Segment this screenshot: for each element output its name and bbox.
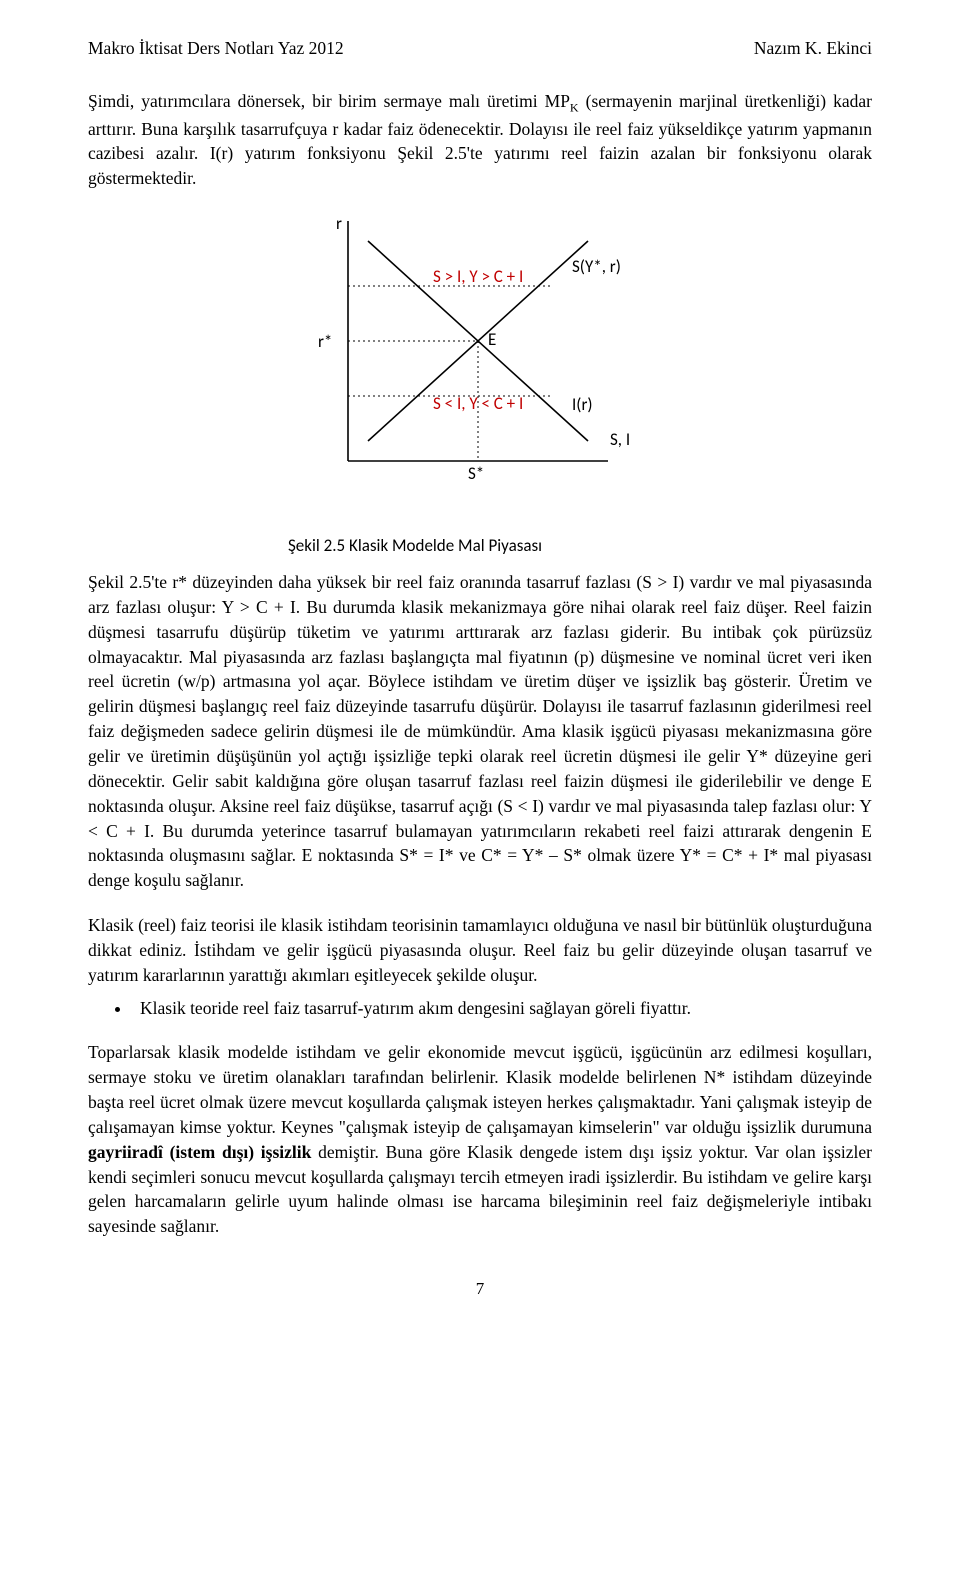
bullet-list: Klasik teoride reel faiz tasarruf-yatırı… [132, 996, 872, 1021]
paragraph-2: Şekil 2.5'te r* düzeyinden daha yüksek b… [88, 570, 872, 893]
header-left: Makro İktisat Ders Notları Yaz 2012 [88, 38, 344, 59]
page-number: 7 [88, 1279, 872, 1299]
paragraph-1: Şimdi, yatırımcılara dönersek, bir birim… [88, 89, 872, 191]
fig-label-SI: S, I [610, 429, 630, 450]
p4-bold: gayriiradî (istem dışı) işsizlik [88, 1142, 311, 1162]
fig-label-E: E [488, 329, 496, 350]
header-right: Nazım K. Ekinci [754, 38, 872, 59]
fig-label-top-ineq: S > I, Y > C + I [433, 266, 523, 287]
page-header: Makro İktisat Ders Notları Yaz 2012 Nazı… [88, 38, 872, 59]
figure-2-5: r r* E S* S, I S(Y*, r) I(r) S > I, Y > … [288, 211, 688, 531]
p1-sub: K [570, 101, 579, 115]
bullet-1: Klasik teoride reel faiz tasarruf-yatırı… [132, 996, 872, 1021]
figure-svg [288, 211, 688, 501]
fig-label-r: r [336, 213, 342, 234]
fig-label-Icurve: I(r) [572, 394, 593, 415]
page: Makro İktisat Ders Notları Yaz 2012 Nazı… [0, 0, 960, 1349]
fig-label-Sstar: S* [468, 463, 484, 484]
paragraph-4: Toparlarsak klasik modelde istihdam ve g… [88, 1040, 872, 1239]
paragraph-3: Klasik (reel) faiz teorisi ile klasik is… [88, 913, 872, 988]
p1-a: Şimdi, yatırımcılara dönersek, bir birim… [88, 91, 570, 111]
figure-container: r r* E S* S, I S(Y*, r) I(r) S > I, Y > … [288, 211, 872, 556]
figure-caption: Şekil 2.5 Klasik Modelde Mal Piyasası [288, 535, 872, 556]
fig-label-bot-ineq: S < I, Y < C + I [433, 393, 523, 414]
fig-label-rstar: r* [318, 331, 332, 352]
p4-a: Toparlarsak klasik modelde istihdam ve g… [88, 1042, 872, 1137]
fig-label-Scurve: S(Y*, r) [572, 256, 621, 277]
